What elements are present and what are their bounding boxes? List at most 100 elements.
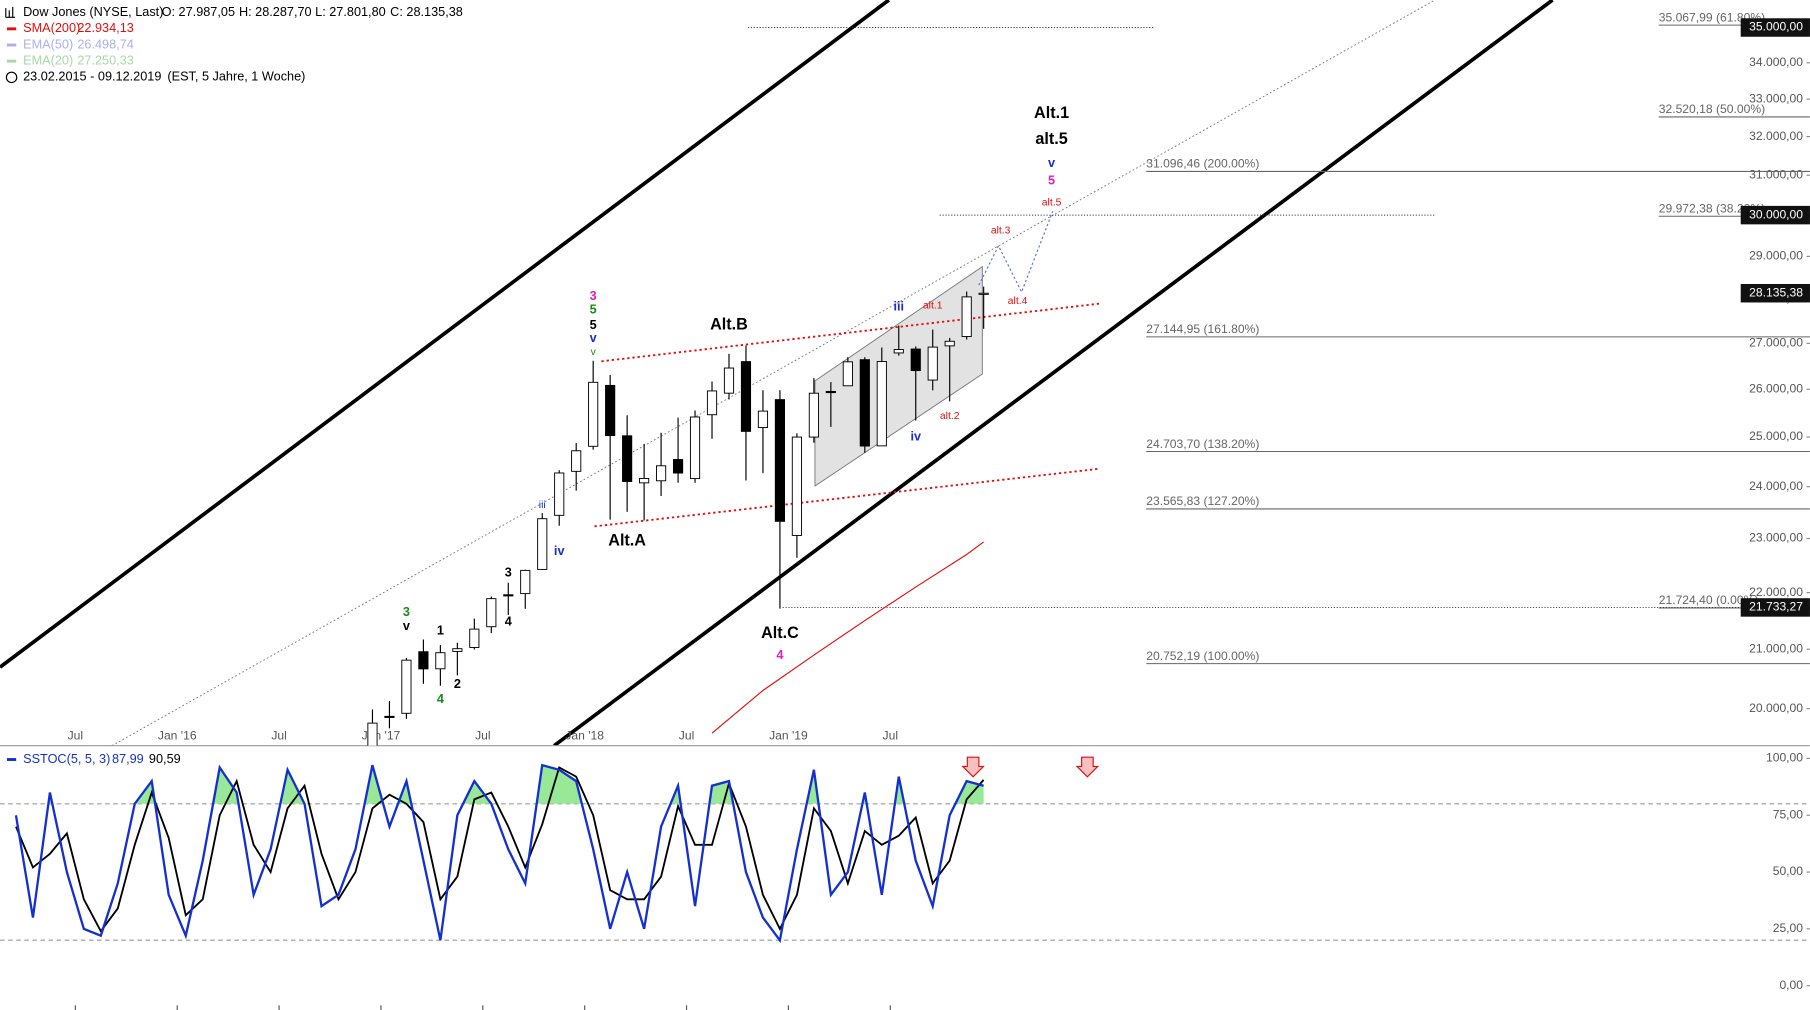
wave-label: Alt.C bbox=[761, 624, 799, 642]
candle-body bbox=[588, 381, 599, 447]
candle-body bbox=[571, 450, 582, 472]
candle-body bbox=[469, 628, 480, 648]
projection bbox=[978, 211, 1054, 294]
candle-body bbox=[452, 648, 463, 652]
y-tick-label: 20.000,00 bbox=[1749, 701, 1803, 715]
fib-label: 23.565,83 (127.20%) bbox=[1146, 494, 1259, 508]
wave-label: 1 bbox=[437, 624, 444, 638]
clock-icon bbox=[5, 71, 18, 84]
candle-body bbox=[605, 384, 616, 437]
price-box-label: 21.733,27 bbox=[1749, 600, 1803, 614]
wave-label: v bbox=[591, 347, 597, 358]
x-tick-label: Jan '19 bbox=[769, 729, 808, 743]
x-tick-label: Jan '18 bbox=[565, 729, 604, 743]
wave-label: Alt.B bbox=[710, 316, 748, 334]
wave-label: alt.5 bbox=[1042, 198, 1062, 209]
price-box bbox=[1740, 598, 1810, 617]
indicator-name: SMA(200) bbox=[23, 21, 80, 35]
date-range: 23.02.2015 - 09.12.2019 bbox=[23, 70, 161, 84]
wave-label: Alt.A bbox=[608, 531, 646, 549]
wave-label: iv bbox=[554, 544, 565, 558]
fib-label: 24.703,70 (138.20%) bbox=[1146, 437, 1259, 451]
candle-body bbox=[723, 367, 735, 394]
candles bbox=[367, 286, 989, 746]
drawings bbox=[0, 0, 1554, 746]
y-tick-label: 21.000,00 bbox=[1749, 641, 1803, 655]
title: Dow Jones (NYSE, Last) bbox=[23, 5, 163, 19]
wave-label: Alt.1 bbox=[1034, 104, 1069, 122]
osc-value: 90,59 bbox=[149, 752, 181, 766]
wave-label: 4 bbox=[776, 648, 783, 662]
y-tick-label: 22.000,00 bbox=[1749, 585, 1803, 599]
candle-body bbox=[435, 652, 446, 670]
chart-icon bbox=[5, 6, 16, 18]
ohlc: C: 28.135,38 bbox=[390, 5, 463, 19]
y-tick-label: 23.000,00 bbox=[1749, 531, 1803, 545]
fib-label: 27.144,95 (161.80%) bbox=[1146, 322, 1259, 336]
candle-body bbox=[656, 465, 667, 482]
candle-body bbox=[808, 392, 819, 438]
candle-body bbox=[418, 651, 429, 670]
wave-label: alt.1 bbox=[923, 300, 943, 311]
price-box-label: 30.000,00 bbox=[1749, 207, 1803, 221]
fib-label: 20.752,19 (100.00%) bbox=[1146, 649, 1259, 663]
wave-label: v bbox=[403, 619, 410, 633]
candle-body bbox=[503, 594, 514, 597]
x-tick-label: Jul bbox=[679, 729, 694, 743]
candle-body bbox=[842, 361, 853, 387]
candle-body bbox=[706, 390, 718, 416]
osc-line bbox=[14, 763, 984, 944]
indicator-value: 22.934,13 bbox=[77, 21, 133, 35]
candle-body bbox=[859, 359, 870, 447]
candle-body bbox=[893, 349, 904, 354]
candle-body bbox=[537, 518, 548, 570]
wave-label: 4 bbox=[505, 615, 512, 629]
y-tick-label: 27.000,00 bbox=[1749, 336, 1803, 350]
indicator-value: 27.250,33 bbox=[77, 54, 133, 68]
price-box-label: 28.135,38 bbox=[1749, 285, 1803, 299]
wave-label: 3 bbox=[505, 566, 512, 580]
sma-line bbox=[711, 541, 984, 734]
y-tick-label: 29.000,00 bbox=[1749, 249, 1803, 263]
y-tick-label: 31.000,00 bbox=[1749, 167, 1803, 181]
indicator-name: EMA(20) bbox=[23, 54, 73, 68]
candle-body bbox=[622, 435, 633, 482]
ohlc: H: 28.287,70 bbox=[239, 5, 312, 19]
wave-label: 2 bbox=[454, 677, 461, 691]
indicator-name: EMA(50) bbox=[23, 37, 73, 51]
ohlc: O: 27.987,05 bbox=[162, 5, 235, 19]
candle-body bbox=[774, 399, 786, 522]
osc-value: 87,99 bbox=[112, 752, 144, 766]
channel-box bbox=[814, 265, 983, 487]
osc-title: SSTOC(5, 5, 3) bbox=[23, 752, 110, 766]
wave-label: v bbox=[1048, 156, 1055, 170]
wave-label: iii bbox=[539, 500, 546, 511]
wave-label: alt.2 bbox=[940, 411, 960, 422]
candle-body bbox=[961, 296, 972, 337]
candle-body bbox=[486, 598, 497, 628]
price-box bbox=[1740, 18, 1810, 37]
fib-label: 32.520,18 (50.00%) bbox=[1659, 102, 1765, 116]
ohlc: L: 27.801,80 bbox=[315, 5, 386, 19]
candle-body bbox=[825, 390, 836, 394]
y-tick-label: 25,00 bbox=[1773, 921, 1804, 935]
oscillator bbox=[14, 763, 985, 944]
candle-body bbox=[672, 459, 684, 474]
fib-label: 35.067,99 (61.80%) bbox=[1659, 10, 1765, 24]
wave-label: 4 bbox=[437, 692, 444, 706]
x-tick-label: Jan '16 bbox=[158, 729, 197, 743]
trend-line bbox=[552, 0, 1554, 746]
overbought-fill bbox=[48, 765, 984, 804]
y-tick-label: 75,00 bbox=[1773, 807, 1804, 821]
candle-body bbox=[520, 569, 531, 595]
wave-label: iv bbox=[910, 429, 921, 443]
wave-label: 5 bbox=[1048, 173, 1055, 187]
y-tick-label: 33.000,00 bbox=[1749, 91, 1803, 105]
sell-signal bbox=[961, 756, 985, 778]
candle-body bbox=[384, 715, 395, 718]
trend-line bbox=[601, 302, 1101, 363]
fib-label: 29.972,38 (38.20%) bbox=[1659, 202, 1765, 216]
price-box bbox=[1740, 205, 1810, 225]
date-note: (EST, 5 Jahre, 1 Woche) bbox=[167, 70, 305, 84]
y-tick-label: 50,00 bbox=[1773, 864, 1804, 878]
